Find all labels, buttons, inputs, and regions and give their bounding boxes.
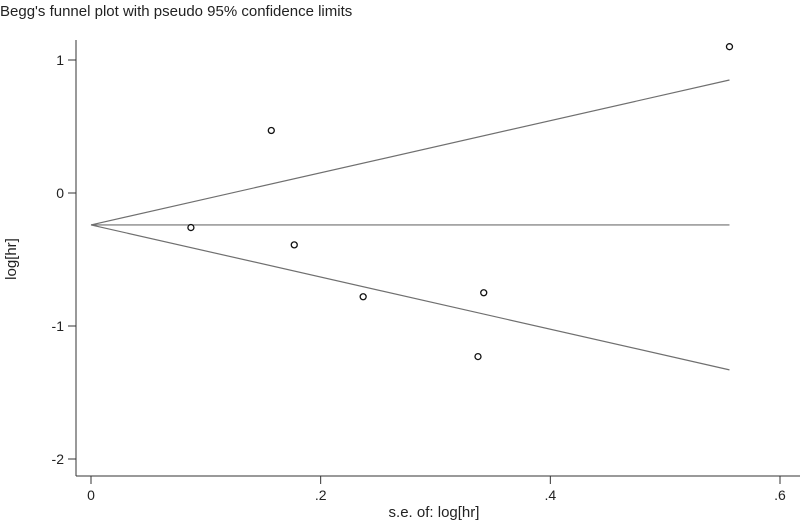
y-tick-label: -1 [52,318,65,334]
reference-lines [90,79,730,371]
x-axis-label: s.e. of: log[hr] [389,504,480,521]
study-point [290,241,298,249]
chart-title: Begg's funnel plot with pseudo 95% confi… [0,3,352,20]
y-axis-ticks: -2 -1 0 1 [52,52,76,467]
y-tick-label: 1 [56,52,64,68]
x-tick-label: .4 [544,487,556,503]
y-tick-label: -2 [52,451,65,467]
upper-confidence-limit-line [90,79,730,226]
x-tick-label: 0 [87,487,95,503]
study-point [474,352,482,361]
study-point [359,293,367,301]
study-point [725,43,734,51]
x-axis-ticks: 0 .2 .4 .6 [87,476,786,503]
study-points [187,43,734,361]
study-point [267,126,275,135]
study-point [480,289,488,297]
y-tick-label: 0 [56,185,64,201]
x-tick-label: .6 [774,487,786,503]
study-point [187,223,195,232]
x-tick-label: .2 [315,487,327,503]
lower-confidence-limit-line [90,224,730,371]
y-axis-label: log[hr] [3,238,20,280]
